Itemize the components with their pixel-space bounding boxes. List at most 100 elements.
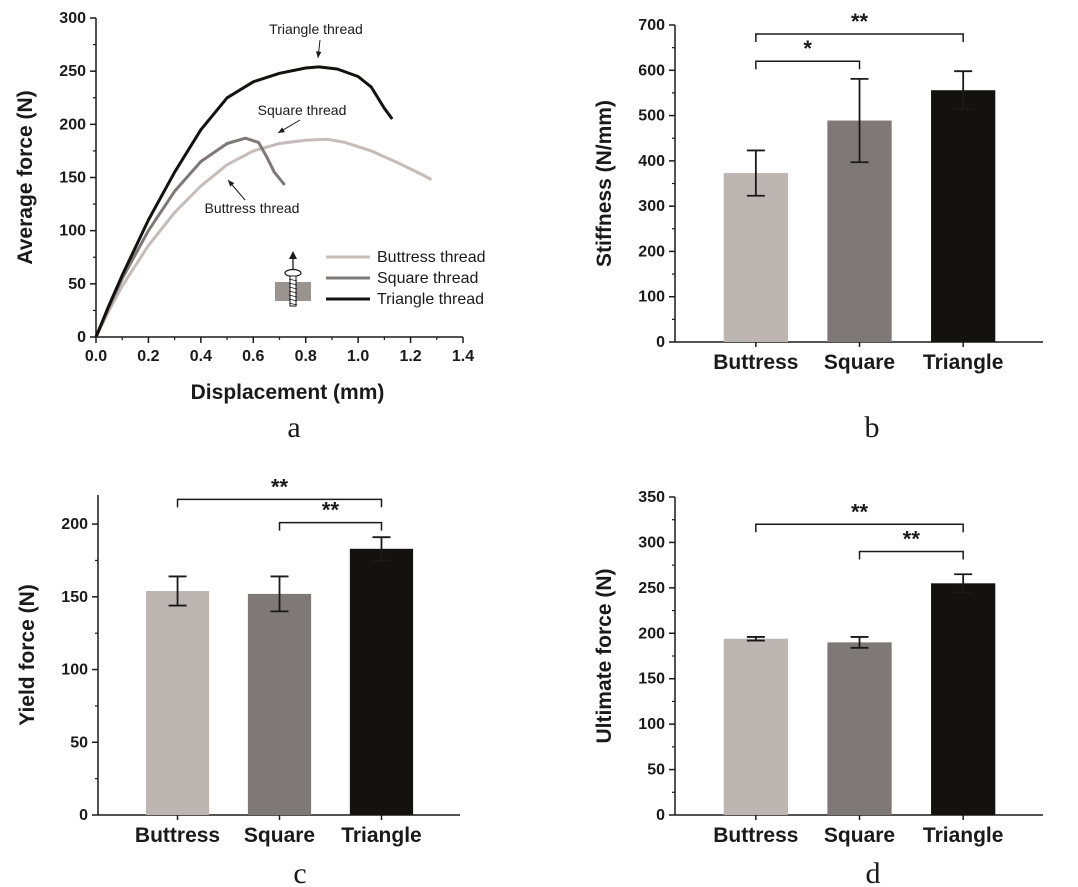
- panel-c-y-tick-label: 0: [79, 807, 88, 824]
- bar-triangle: [349, 548, 414, 815]
- bar-triangle: [931, 90, 996, 342]
- panel-b-y-tick-label: 300: [638, 198, 665, 215]
- panel-d-y-tick-label: 250: [638, 580, 665, 597]
- panel-b-y-tick-label: 200: [638, 243, 665, 260]
- panel-b-y-tick-label: 500: [638, 108, 665, 125]
- panel-a-y-tick-label: 150: [59, 170, 86, 187]
- screw-thread-icon: [288, 286, 298, 290]
- panel-a-x-tick-label: 1.2: [399, 348, 421, 365]
- panel-a-y-tick-label: 100: [59, 223, 86, 240]
- annotation-arrowhead: [278, 127, 285, 133]
- panel-letter-d: d: [866, 857, 881, 887]
- panel-a-x-tick-label: 0.8: [295, 348, 317, 365]
- annotation-arrowhead: [228, 180, 235, 187]
- screw-thread-icon: [288, 278, 298, 282]
- legend-label: Triangle thread: [377, 291, 484, 308]
- significance-bracket: [755, 60, 861, 70]
- category-label: Square: [824, 824, 895, 847]
- significance-label: **: [271, 474, 289, 499]
- series-line-square-thread: [94, 136, 286, 338]
- category-label: Triangle: [923, 824, 1004, 847]
- panel-c-y-tick-label: 100: [61, 662, 88, 679]
- panel-a-x-tick-label: 0.6: [242, 348, 264, 365]
- screw-head-icon: [284, 268, 302, 278]
- significance-bracket: [755, 523, 964, 533]
- bar-buttress: [723, 173, 788, 342]
- panel-d-y-tick-label: 0: [656, 807, 665, 824]
- panel-b-y-axis-label: Stiffness (N/mm): [593, 100, 616, 267]
- significance-label: **: [903, 527, 921, 552]
- legend-label: Buttress thread: [377, 249, 486, 266]
- category-label: Triangle: [923, 351, 1004, 374]
- series-line-buttress-thread: [94, 137, 433, 338]
- panel-a-x-tick-label: 1.0: [347, 348, 369, 365]
- screw-thread-icon: [288, 290, 298, 294]
- panel-c-y-tick-label: 50: [70, 734, 88, 751]
- panel-b-y-tick-label: 400: [638, 153, 665, 170]
- panel-d-y-axis-label: Ultimate force (N): [593, 568, 616, 743]
- panel-c-bar-chart: 0 50 100 150 200 Yield force (N) Buttress Squar…: [16, 474, 460, 847]
- screw-pullout-icon: [275, 251, 311, 307]
- significance-label: *: [803, 36, 812, 61]
- panel-b-y-tick-label: 600: [638, 62, 665, 79]
- bar-buttress: [723, 638, 788, 815]
- panel-c-y-tick-label: 150: [61, 589, 88, 606]
- panel-a-x-axis-label: Displacement (mm): [191, 381, 385, 404]
- legend-label: Square thread: [377, 270, 478, 287]
- panel-d-y-tick-label: 300: [638, 534, 665, 551]
- panel-b-y-tick-label: 0: [656, 334, 665, 351]
- panel-d-y-tick-label: 100: [638, 716, 665, 733]
- screw-thread-icon: [288, 298, 298, 302]
- screw-thread-icon: [288, 302, 298, 306]
- panel-a-annotation: Buttress thread: [205, 200, 300, 216]
- category-label: Buttress: [135, 824, 220, 847]
- significance-bracket: [755, 33, 964, 43]
- significance-label: **: [851, 499, 869, 524]
- panel-letter-b: b: [865, 411, 880, 444]
- significance-bracket: [858, 550, 964, 560]
- panel-a-y-tick-label: 0: [77, 329, 86, 346]
- panel-b-y-tick-label: 100: [638, 289, 665, 306]
- category-label: Square: [244, 824, 315, 847]
- panel-d-y-tick-label: 200: [638, 625, 665, 642]
- panel-letter-c: c: [293, 857, 306, 887]
- significance-bracket: [176, 498, 383, 508]
- panel-a-y-tick-label: 50: [68, 276, 86, 293]
- bar-buttress: [145, 591, 210, 815]
- panel-d-bar-chart: 0 50 100 150 200 250 300 350 Ultimate force (N) B…: [593, 489, 1043, 847]
- panel-a-y-tick-label: 250: [59, 63, 86, 80]
- panel-a-line-chart: 0 50 100 150 200 250 300 Average force (N) 0.0 0.…: [14, 10, 486, 404]
- category-label: Buttress: [713, 351, 798, 374]
- bar-square: [827, 642, 892, 815]
- pull-arrowhead-icon: [289, 251, 297, 259]
- series-line-triangle-thread: [94, 65, 394, 338]
- panel-d-y-tick-label: 350: [638, 489, 665, 506]
- category-label: Buttress: [713, 824, 798, 847]
- screw-thread-icon: [288, 294, 298, 298]
- bar-square: [247, 593, 312, 815]
- panel-a-annotation: Triangle thread: [269, 21, 363, 37]
- panel-c-y-tick-label: 200: [61, 516, 88, 533]
- panel-b-y-tick-label: 700: [638, 17, 665, 34]
- panel-c-y-axis-label: Yield force (N): [16, 584, 39, 726]
- significance-label: **: [322, 498, 340, 523]
- panel-a-y-tick-label: 300: [59, 10, 86, 27]
- significance-label: **: [851, 9, 869, 34]
- panel-a-x-tick-label: 0.2: [137, 348, 159, 365]
- screw-thread-icon: [288, 282, 298, 286]
- category-label: Triangle: [341, 824, 422, 847]
- panel-letter-a: a: [287, 411, 300, 444]
- panel-d-y-tick-label: 150: [638, 671, 665, 688]
- panel-a-annotation: Square thread: [258, 102, 347, 118]
- panel-a-x-tick-label: 0.0: [85, 348, 107, 365]
- category-label: Square: [824, 351, 895, 374]
- panel-a-legend: Buttress thread Square thread Triangle thr…: [326, 249, 486, 308]
- panel-a-y-axis-label: Average force (N): [14, 90, 37, 264]
- panel-b-bar-chart: 0 100 200 300 400 500 600 700 Stiffness (N/mm) Bu…: [593, 9, 1043, 374]
- panel-d-y-tick-label: 50: [647, 762, 665, 779]
- panel-a-x-tick-label: 1.4: [452, 348, 474, 365]
- significance-bracket: [278, 521, 383, 531]
- panel-a-y-tick-label: 200: [59, 116, 86, 133]
- bar-triangle: [931, 583, 996, 815]
